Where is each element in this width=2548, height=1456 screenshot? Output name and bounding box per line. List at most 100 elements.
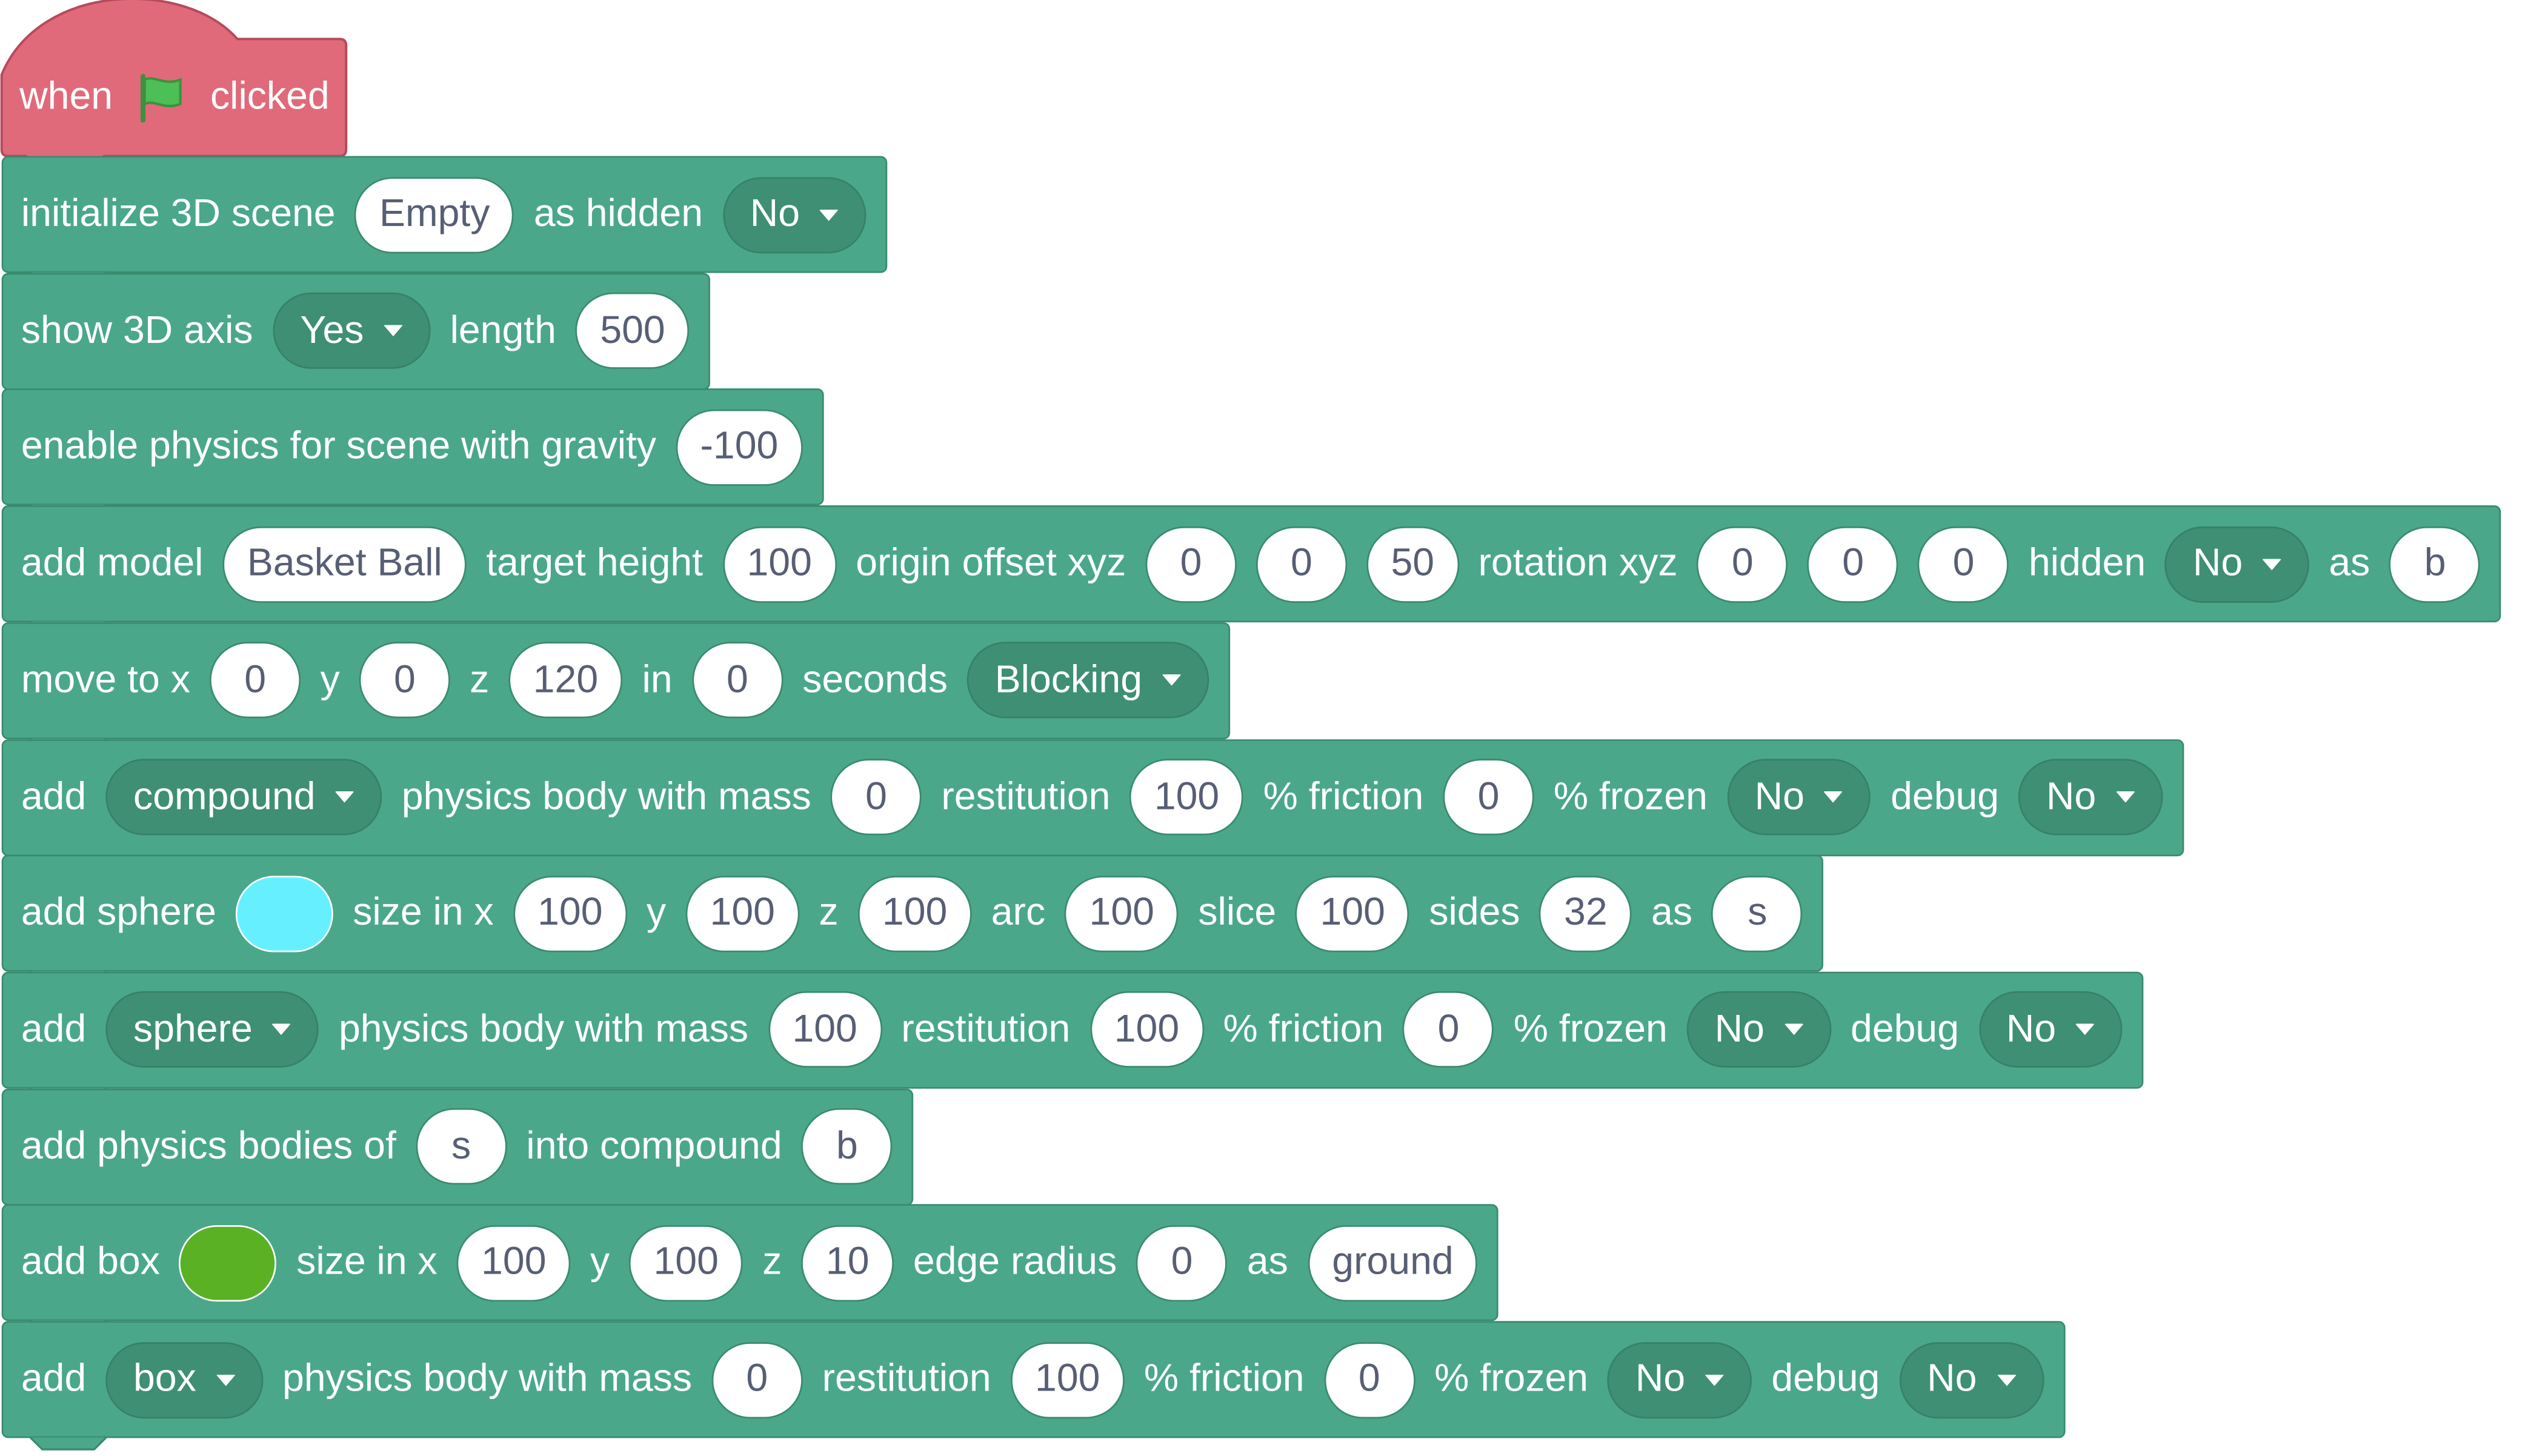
value-input[interactable]: 0 [1136,1225,1228,1301]
caret-down-icon [1824,791,1844,803]
block-label: z [470,657,490,702]
value-input[interactable]: b [801,1108,893,1185]
value-input[interactable]: 100 [1296,875,1410,952]
value-input[interactable]: 0 [1256,525,1348,602]
value-input[interactable]: 0 [210,642,301,719]
dropdown-value: No [1754,774,1805,819]
value-input[interactable]: 100 [629,1225,743,1301]
value-input[interactable]: 0 [711,1341,803,1418]
value-input[interactable]: 10 [801,1225,894,1301]
caret-down-icon [1996,1374,2016,1386]
value-input[interactable]: 0 [830,759,922,836]
value-input[interactable]: 100 [1065,875,1179,952]
dropdown-no[interactable]: No [1978,991,2123,1068]
hat-when-label: when [19,75,113,119]
block-label: add [21,774,87,819]
value-input[interactable]: 100 [857,875,972,952]
block-label: move to x [21,657,190,702]
add-physics-bodies-into-compound-block[interactable]: add physics bodies of s into compound b [1,1088,914,1218]
value-input[interactable]: 100 [1089,991,1204,1068]
add-sphere-block[interactable]: add sphere size in x 100 y 100 z 100 arc 100 slic… [1,855,1825,985]
block-label: initialize 3D scene [21,191,336,236]
dropdown-value: No [2046,774,2097,819]
value-input[interactable]: Empty [354,176,514,253]
block-label: sides [1429,891,1520,935]
add-box-physics-body-block[interactable]: add box physics body with mass 0 restitution… [1,1321,2065,1451]
value-input[interactable]: 500 [576,293,690,370]
value-input[interactable]: 0 [1145,525,1237,602]
initialize-3d-scene-block[interactable]: initialize 3D scene Empty as hidden No [1,156,888,285]
block-label: as [1651,891,1693,935]
block-label: in [642,657,673,702]
block-label: slice [1198,891,1277,935]
add-sphere-physics-body-block[interactable]: add sphere physics body with mass 100 restit… [1,971,2144,1101]
move-to-block[interactable]: move to x 0 y 0 z 120 in 0 seconds Blocking [1,622,1230,752]
value-input[interactable]: 0 [1323,1341,1415,1418]
dropdown-no[interactable]: No [1608,1341,1752,1418]
value-input[interactable]: 100 [513,875,627,952]
value-input[interactable]: 100 [685,875,800,952]
dropdown-no[interactable]: No [1727,759,1871,836]
dropdown-yes[interactable]: Yes [272,293,431,370]
dropdown-value: sphere [133,1007,253,1051]
caret-down-icon [2115,791,2135,803]
value-input[interactable]: 0 [1697,525,1788,602]
block-label: % friction [1263,774,1424,819]
dropdown-no[interactable]: No [1687,991,1831,1068]
hat-clicked-label: clicked [210,75,330,119]
add-compound-physics-body-block[interactable]: add compound physics body with mass 0 restit… [1,738,2184,868]
dropdown-no[interactable]: No [2165,525,2310,602]
value-input[interactable]: 100 [768,991,882,1068]
value-input[interactable]: 0 [691,642,783,719]
hat-block-when-flag-clicked[interactable]: when clicked [0,39,330,156]
dropdown-sphere[interactable]: sphere [105,991,319,1068]
block-label: show 3D axis [21,308,253,353]
value-input[interactable]: Basket Ball [222,525,467,602]
color-picker-swatch[interactable] [236,875,334,952]
dropdown-no[interactable]: No [2018,759,2163,836]
color-picker-swatch[interactable] [179,1225,277,1301]
dropdown-value: No [2006,1007,2057,1051]
block-label: % frozen [1553,774,1708,819]
value-input[interactable]: 0 [1443,759,1534,836]
dropdown-no[interactable]: No [1899,1341,2044,1418]
value-input[interactable]: 0 [1403,991,1494,1068]
block-label: as hidden [533,191,704,236]
block-label: y [590,1240,610,1285]
value-input[interactable]: b [2389,525,2481,602]
show-3d-axis-block[interactable]: show 3D axis Yes length 500 [1,272,711,402]
value-input[interactable]: 100 [456,1225,571,1301]
dropdown-value: No [750,191,800,236]
value-input[interactable]: -100 [676,409,803,486]
dropdown-blocking[interactable]: Blocking [967,642,1209,719]
add-box-block[interactable]: add box size in x 100 y 100 z 10 edge radius 0 as… [1,1205,1499,1334]
value-input[interactable]: 50 [1366,525,1459,602]
enable-physics-block[interactable]: enable physics for scene with gravity -10… [1,388,824,519]
block-label: into compound [526,1123,782,1168]
dropdown-no[interactable]: No [722,176,867,253]
value-input[interactable]: 100 [1010,1341,1125,1418]
dropdown-value: box [133,1357,196,1401]
value-input[interactable]: 100 [722,525,837,602]
dropdown-box[interactable]: box [105,1341,263,1418]
value-input[interactable]: 0 [359,642,450,719]
block-label: y [646,891,667,935]
value-input[interactable]: 32 [1539,875,1632,952]
block-label: as [2329,541,2370,585]
value-input[interactable]: s [416,1108,507,1185]
value-input[interactable]: 0 [1918,525,2009,602]
block-label: rotation xyz [1478,541,1678,585]
dropdown-compound[interactable]: compound [105,759,382,836]
dropdown-value: No [1635,1357,1686,1401]
block-label: add sphere [21,891,216,935]
caret-down-icon [1705,1374,1725,1386]
block-label: y [320,657,340,702]
block-label: debug [1771,1357,1880,1401]
value-input[interactable]: 100 [1129,759,1244,836]
add-model-block[interactable]: add model Basket Ball target height 100 orig… [1,505,2502,635]
value-input[interactable]: 120 [508,642,623,719]
block-label: z [762,1240,782,1285]
value-input[interactable]: ground [1308,1225,1478,1301]
value-input[interactable]: s [1712,875,1803,952]
value-input[interactable]: 0 [1808,525,1899,602]
